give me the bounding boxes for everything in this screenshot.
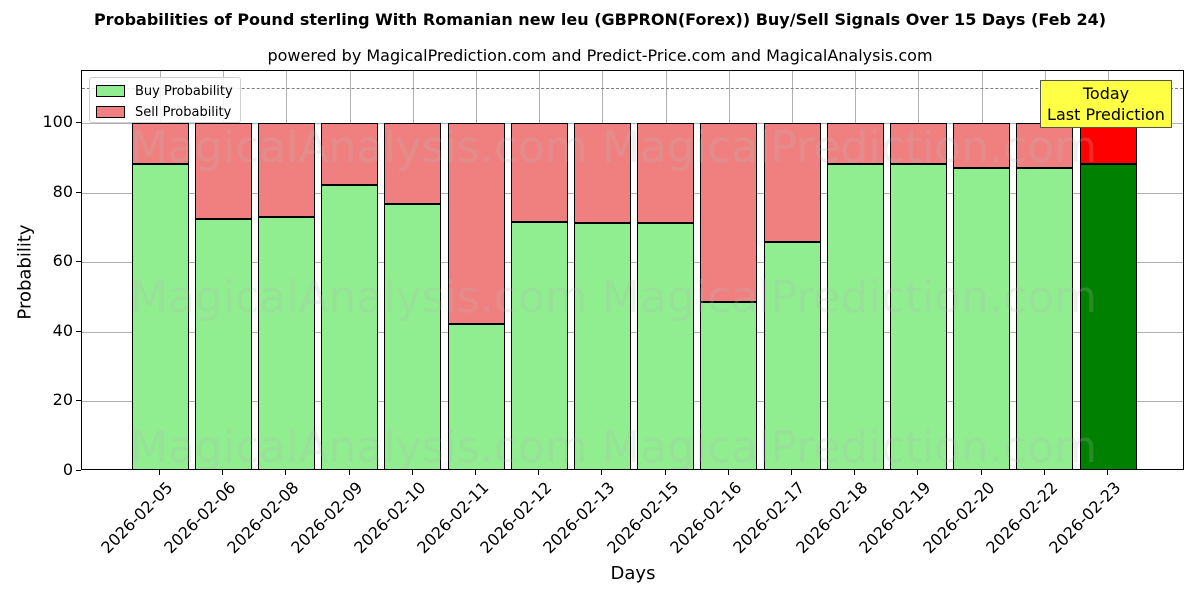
- y-tick-mark: [76, 191, 81, 193]
- legend-item-sell: Sell Probability: [96, 104, 231, 120]
- x-tick-mark: [917, 470, 919, 475]
- bar-buy[interactable]: [953, 168, 1011, 469]
- bar-sell[interactable]: [194, 123, 252, 219]
- bar-buy[interactable]: [763, 241, 821, 469]
- bar-sell[interactable]: [826, 123, 884, 164]
- x-tick-mark: [727, 470, 729, 475]
- x-tick-mark: [664, 470, 666, 475]
- x-tick-mark: [1107, 470, 1108, 475]
- bar-sell[interactable]: [131, 123, 189, 164]
- bar-sell[interactable]: [1079, 123, 1137, 164]
- x-tick-mark: [1043, 470, 1045, 475]
- sell-swatch-icon: [96, 106, 125, 118]
- bar-sell[interactable]: [637, 123, 695, 223]
- bar-sell[interactable]: [763, 123, 821, 242]
- gridline-horizontal: [82, 262, 1183, 264]
- x-tick-mark: [538, 470, 540, 475]
- y-tick-mark: [76, 261, 81, 263]
- bar-buy[interactable]: [637, 222, 695, 469]
- legend-sell-label: Sell Probability: [135, 104, 232, 120]
- gridline-horizontal: [82, 401, 1183, 403]
- y-tick-mark: [76, 400, 81, 402]
- x-tick-mark: [222, 470, 224, 475]
- x-axis-label: Days: [610, 563, 656, 584]
- x-tick-mark: [854, 470, 856, 475]
- bar-buy[interactable]: [889, 163, 947, 469]
- bar-buy[interactable]: [826, 163, 884, 469]
- bar-sell[interactable]: [510, 123, 568, 222]
- bar-sell[interactable]: [321, 123, 379, 186]
- reference-line: [82, 88, 1183, 90]
- y-tick-label: 80: [52, 181, 73, 201]
- x-tick-mark: [348, 470, 350, 475]
- legend: Buy Probability Sell Probability: [89, 77, 241, 123]
- annotation-line1: Today: [1082, 84, 1130, 103]
- x-tick-mark: [475, 470, 476, 475]
- chart-title: Probabilities of Pound sterling With Rom…: [93, 10, 1107, 29]
- bar-buy[interactable]: [384, 203, 442, 469]
- bar-buy[interactable]: [321, 185, 379, 469]
- annotation-line2: Last Prediction: [1047, 105, 1165, 124]
- y-tick-mark: [76, 122, 81, 124]
- y-tick-label: 100: [42, 112, 73, 132]
- bar-sell[interactable]: [384, 123, 442, 204]
- y-tick-mark: [76, 330, 81, 332]
- x-tick-mark: [159, 470, 160, 475]
- gridline-horizontal: [82, 123, 1183, 125]
- bar-sell[interactable]: [953, 123, 1011, 169]
- bar-sell[interactable]: [257, 123, 315, 217]
- legend-buy-label: Buy Probability: [135, 83, 233, 99]
- bar-sell[interactable]: [1016, 123, 1074, 169]
- buy-swatch-icon: [96, 85, 125, 97]
- y-tick-label: 20: [52, 390, 73, 410]
- x-tick-mark: [980, 470, 982, 475]
- bar-sell[interactable]: [889, 123, 947, 164]
- bar-buy[interactable]: [573, 222, 631, 469]
- x-tick-mark: [285, 470, 287, 475]
- bar-buy[interactable]: [257, 216, 315, 469]
- gridline-horizontal: [82, 331, 1183, 333]
- y-tick-label: 0: [62, 460, 73, 479]
- legend-item-buy: Buy Probability: [96, 83, 233, 99]
- bar-sell[interactable]: [447, 123, 505, 325]
- bar-buy[interactable]: [1079, 163, 1137, 469]
- bar-sell[interactable]: [573, 123, 631, 223]
- y-tick-label: 40: [52, 320, 73, 340]
- bar-buy[interactable]: [194, 218, 252, 469]
- chart-subtitle: powered by MagicalPrediction.com and Pre…: [267, 46, 933, 65]
- x-tick-mark: [791, 470, 792, 475]
- y-tick-mark: [76, 470, 81, 471]
- bar-buy[interactable]: [510, 221, 568, 469]
- bar-sell[interactable]: [700, 123, 758, 302]
- gridline-horizontal: [82, 192, 1183, 194]
- y-tick-label: 60: [52, 251, 73, 271]
- bar-buy[interactable]: [131, 163, 189, 469]
- bar-buy[interactable]: [1016, 168, 1074, 469]
- bar-buy[interactable]: [447, 324, 505, 469]
- today-annotation: Today Last Prediction: [1040, 80, 1172, 128]
- y-axis-label: Probability: [14, 224, 36, 320]
- plot-area: Buy Probability Sell Probability Today L…: [81, 70, 1184, 470]
- bar-buy[interactable]: [700, 301, 758, 469]
- x-tick-mark: [411, 470, 413, 475]
- x-tick-mark: [601, 470, 603, 475]
